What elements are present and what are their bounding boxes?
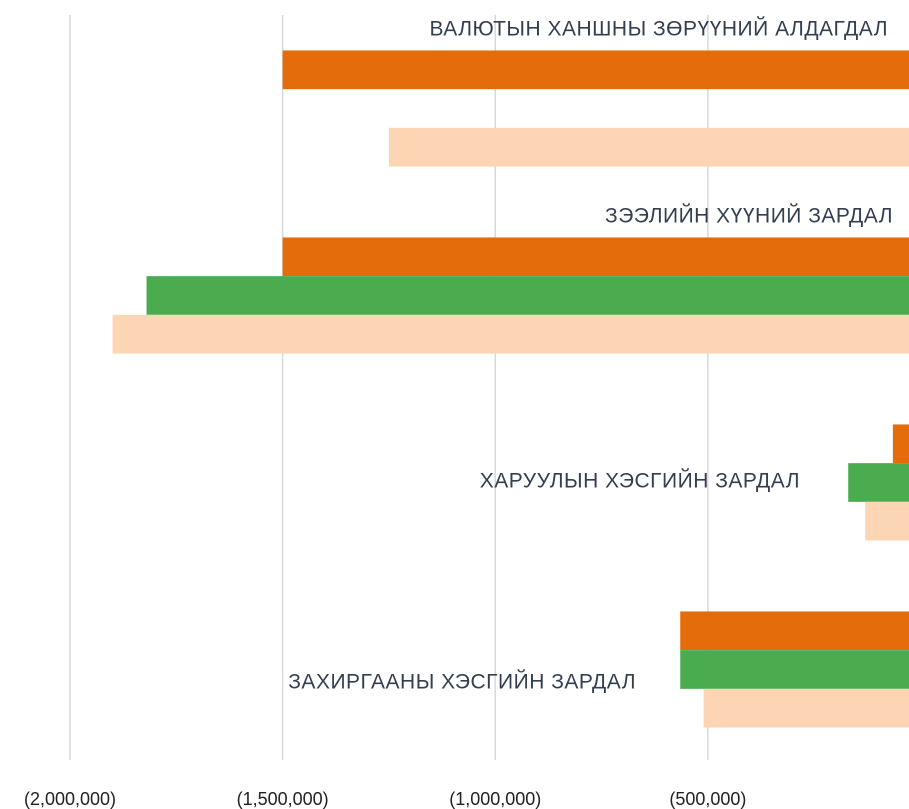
bar [680, 650, 909, 689]
category-label: ЗЭЭЛИЙН ХҮҮНИЙ ЗАРДАЛ [605, 204, 893, 228]
category-label: ЗАХИРГААНЫ ХЭСГИЙН ЗАРДАЛ [288, 670, 636, 694]
category-label: ХАРУУЛЫН ХЭСГИЙН ЗАРДАЛ [480, 469, 800, 493]
x-tick-label: (1,000,000) [449, 789, 541, 809]
x-tick-label: (500,000) [669, 789, 746, 809]
bar [892, 424, 909, 464]
x-tick-label: (2,000,000) [24, 789, 116, 809]
bar [146, 276, 909, 315]
bar [865, 501, 909, 541]
category-label: ВАЛЮТЫН ХАНШНЫ ЗӨРҮҮНИЙ АЛДАГДАЛ [429, 17, 888, 41]
bar [282, 237, 909, 277]
x-tick-label: (1,500,000) [237, 789, 329, 809]
bar [388, 127, 909, 167]
bar [703, 688, 909, 728]
bar [112, 314, 909, 354]
bar [282, 50, 909, 90]
bar [848, 463, 909, 502]
bar [680, 611, 909, 651]
